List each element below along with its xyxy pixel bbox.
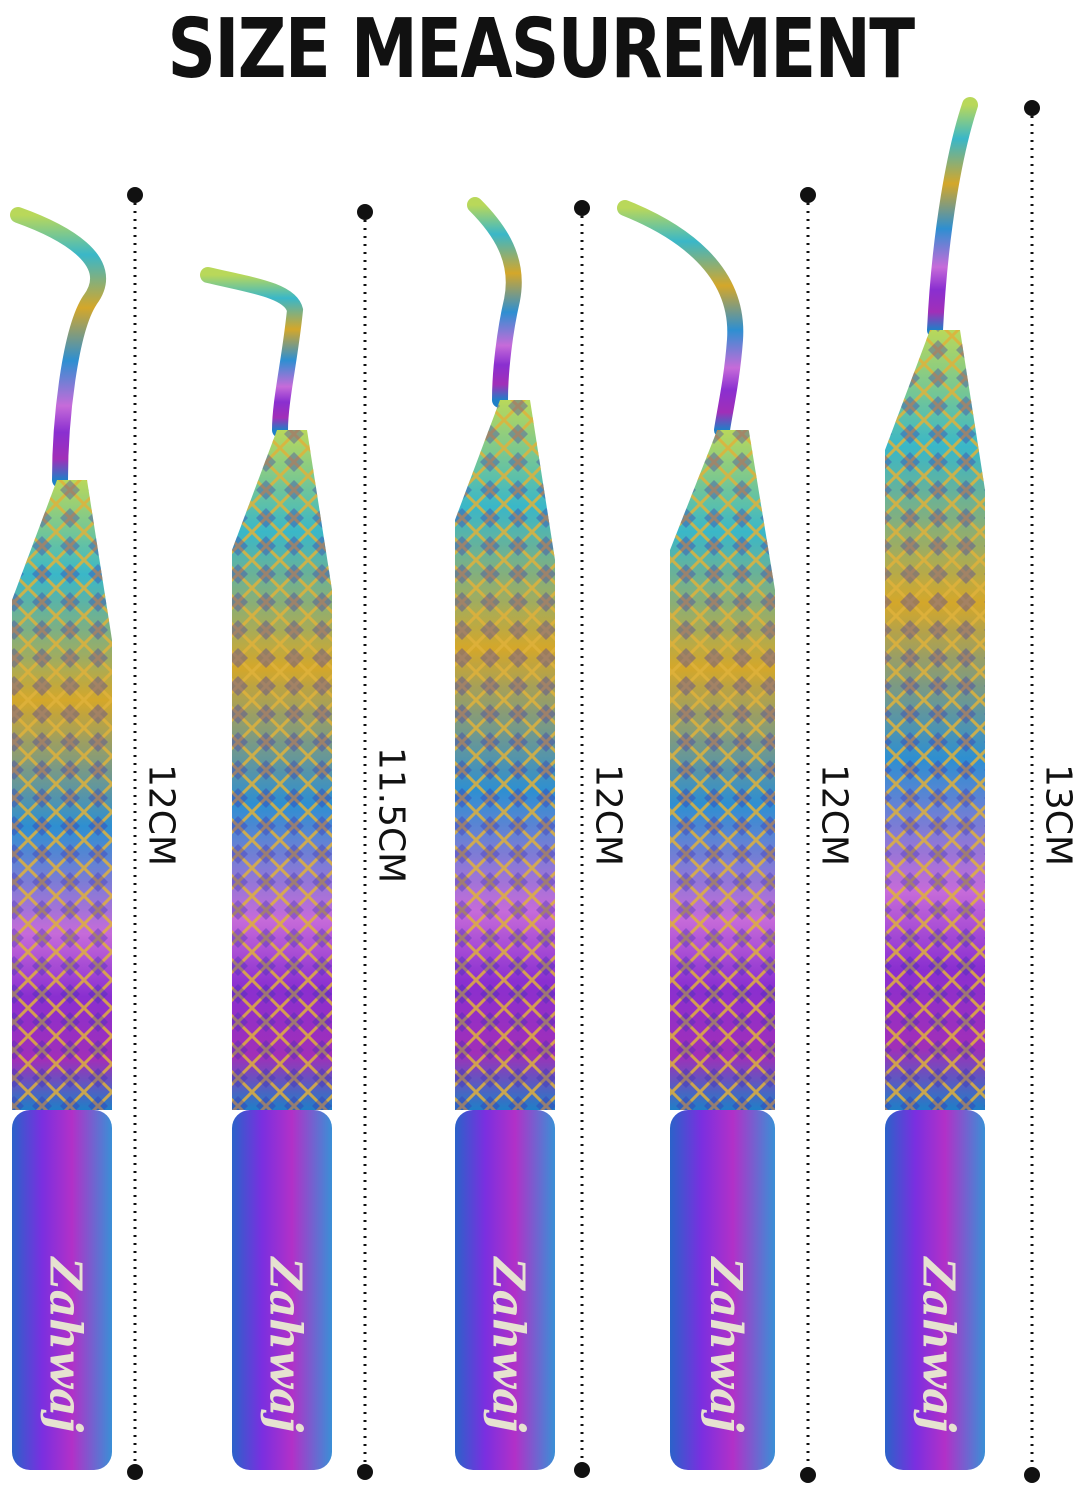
measure-endpoint-dot bbox=[800, 187, 816, 203]
brand-logo-text: Zahwaj bbox=[40, 1256, 91, 1433]
size-label-4: 12CM bbox=[813, 763, 855, 867]
brand-logo-text: Zahwaj bbox=[483, 1256, 534, 1433]
size-label-1: 12CM bbox=[140, 763, 182, 867]
diamond-texture bbox=[670, 430, 775, 1110]
tweezer-tip bbox=[617, 200, 744, 438]
measure-endpoint-dot bbox=[127, 1464, 143, 1480]
tweezer-tip bbox=[10, 207, 106, 488]
brand-logo-text: Zahwaj bbox=[913, 1256, 964, 1433]
size-label-2: 11.5CM bbox=[370, 746, 412, 884]
tweezer-tip bbox=[927, 97, 978, 338]
size-label-5: 13CM bbox=[1037, 763, 1079, 867]
page-title: SIZE MEASUREMENT bbox=[167, 2, 916, 97]
measure-endpoint-dot bbox=[127, 187, 143, 203]
tweezer-3: Zahwaj bbox=[455, 197, 555, 1470]
measure-endpoint-dot bbox=[574, 1462, 590, 1478]
tweezer-handle bbox=[455, 1110, 555, 1470]
tweezer-handle bbox=[670, 1110, 775, 1470]
size-label-3: 12CM bbox=[587, 763, 629, 867]
measure-endpoint-dot bbox=[357, 1464, 373, 1480]
tweezer-4: Zahwaj bbox=[617, 200, 775, 1470]
measure-endpoint-dot bbox=[1024, 1467, 1040, 1483]
brand-logo-text: Zahwaj bbox=[260, 1256, 311, 1433]
tweezer-2: Zahwaj bbox=[200, 267, 332, 1470]
tweezer-handle bbox=[885, 1110, 985, 1470]
tweezer-handle bbox=[12, 1110, 112, 1470]
diamond-texture bbox=[12, 480, 112, 1110]
tweezer-tip bbox=[200, 267, 304, 438]
diamond-texture bbox=[455, 400, 555, 1110]
tweezer-5: Zahwaj bbox=[885, 97, 985, 1470]
tweezer-tip bbox=[467, 197, 522, 408]
brand-logo-text: Zahwaj bbox=[700, 1256, 751, 1433]
measure-endpoint-dot bbox=[800, 1467, 816, 1483]
diamond-texture bbox=[885, 330, 985, 1110]
measure-endpoint-dot bbox=[574, 200, 590, 216]
tweezer-handle bbox=[232, 1110, 332, 1470]
tweezer-1: Zahwaj bbox=[10, 207, 112, 1470]
measure-endpoint-dot bbox=[357, 204, 373, 220]
measure-endpoint-dot bbox=[1024, 100, 1040, 116]
diamond-texture bbox=[232, 430, 332, 1110]
